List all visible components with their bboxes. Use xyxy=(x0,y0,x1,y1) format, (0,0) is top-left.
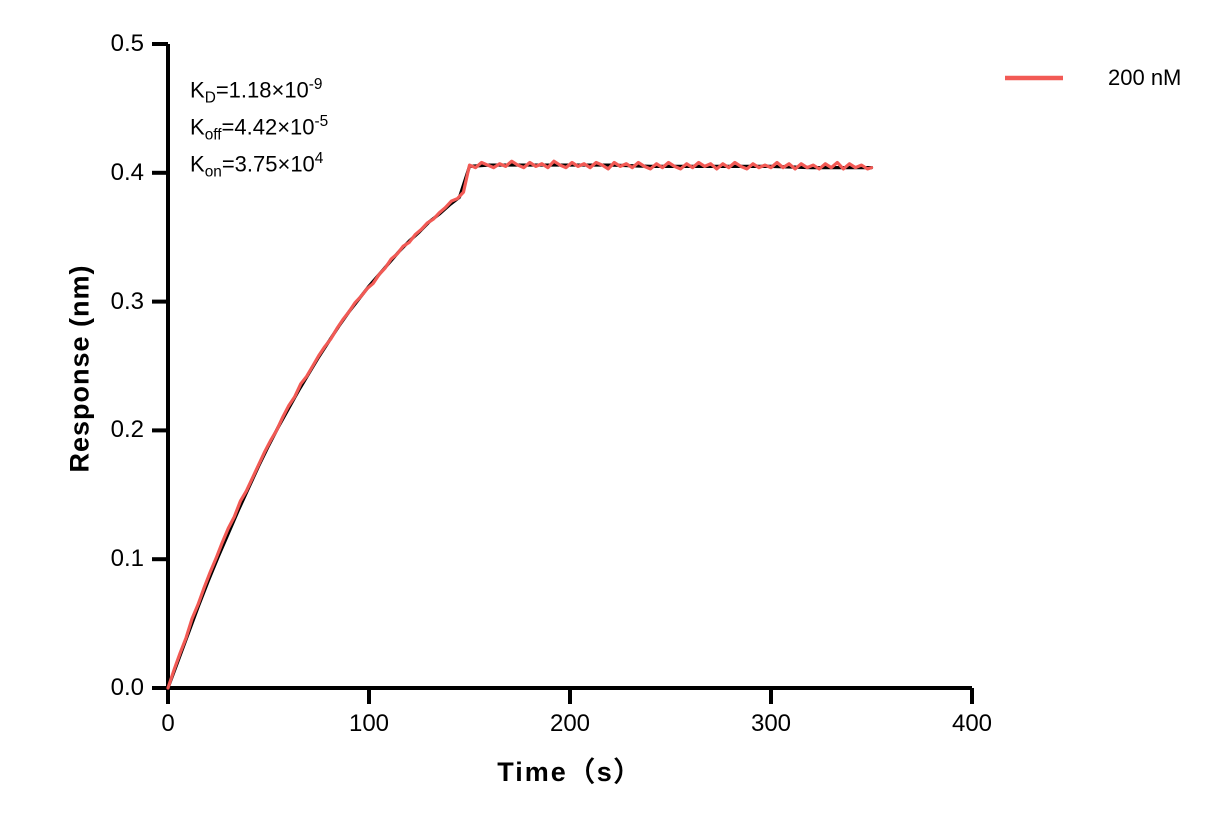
x-tick-label: 200 xyxy=(550,710,590,738)
series-200nM xyxy=(168,161,872,688)
chart-container: Response (nm) Time（s） 0 100 200 300 400 0.0 0.… xyxy=(0,0,1220,825)
y-tick-label: 0.1 xyxy=(111,545,144,573)
x-tick-label: 300 xyxy=(751,710,791,738)
y-tick-label: 0.4 xyxy=(111,159,144,187)
x-axis-label: Time（s） xyxy=(497,750,643,789)
y-tick-label: 0.3 xyxy=(111,288,144,316)
annotation-text: KD=1.18×10-9 xyxy=(190,76,322,108)
x-tick-label: 100 xyxy=(349,710,389,738)
x-tick-label: 400 xyxy=(952,710,992,738)
y-tick-label: 0.0 xyxy=(111,674,144,702)
y-tick-label: 0.5 xyxy=(111,30,144,58)
series-fit xyxy=(168,165,872,688)
y-axis-label: Response (nm) xyxy=(65,218,96,518)
legend-label: 200 nM xyxy=(1108,65,1181,91)
y-tick-label: 0.2 xyxy=(111,416,144,444)
annotation-text: Kon=3.75×104 xyxy=(190,150,323,182)
chart-svg xyxy=(0,0,1220,825)
annotation-text: Koff=4.42×10-5 xyxy=(190,113,328,145)
x-tick-label: 0 xyxy=(161,710,174,738)
